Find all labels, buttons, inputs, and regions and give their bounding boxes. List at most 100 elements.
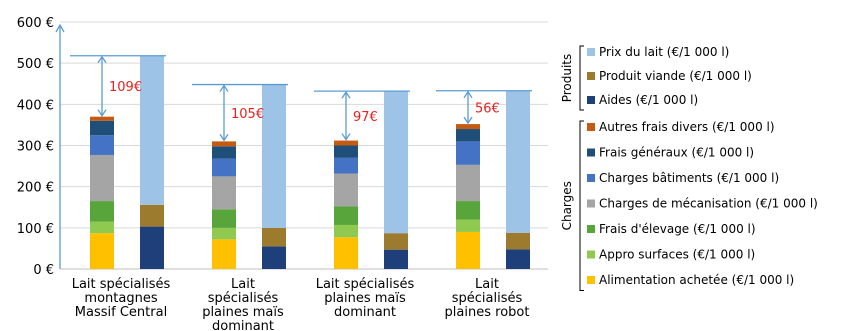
legend-label: Frais d'élevage (€/1 000 l)	[599, 222, 756, 236]
y-tick-label: 200 €	[17, 181, 54, 196]
product-bar-segment	[506, 232, 530, 250]
legend-swatch	[587, 148, 595, 157]
charge-bar-segment	[334, 140, 358, 146]
y-tick-label: 100 €	[17, 222, 54, 237]
gap-arrow-head	[463, 90, 473, 99]
legend-label: Alimentation achetée (€/1 000 l)	[599, 273, 794, 287]
charge-bar-segment	[212, 158, 236, 177]
legend-swatch	[587, 96, 595, 104]
legend-swatch	[587, 48, 595, 56]
product-bar-segment	[506, 90, 530, 233]
charge-bar-segment	[90, 135, 114, 155]
gap-arrow-head	[97, 55, 107, 64]
gap-arrow-head	[219, 84, 229, 92]
legend-swatch	[587, 276, 595, 284]
product-bar-segment	[140, 226, 164, 269]
legend-swatch	[587, 199, 595, 208]
category-label: plaines robot	[445, 305, 530, 320]
charge-bar-segment	[212, 146, 236, 159]
charge-bar-segment	[456, 129, 480, 142]
gap-arrow-head	[463, 116, 473, 125]
product-bar-segment	[262, 246, 286, 269]
legend-label: Prix du lait (€/1 000 l)	[599, 45, 729, 59]
charge-bar-segment	[456, 219, 480, 232]
charge-bar-segment	[456, 164, 480, 202]
charges-group-label: Charges	[560, 181, 574, 230]
charge-bar-segment	[212, 227, 236, 240]
produits-group-label: Produits	[560, 54, 574, 103]
gap-arrow-head	[341, 133, 351, 141]
gap-annotation: 56€	[475, 101, 500, 116]
bars	[90, 55, 530, 269]
y-tick-label: 0 €	[33, 263, 54, 278]
product-bar-segment	[384, 249, 408, 269]
y-tick-label: 400 €	[17, 98, 54, 113]
charge-bar-segment	[334, 224, 358, 238]
category-label: plaines maïs	[202, 305, 284, 320]
category-label: Lait	[475, 277, 499, 292]
product-bar-segment	[262, 84, 286, 228]
gap-annotation: 97€	[353, 110, 378, 125]
category-label: Lait	[231, 277, 255, 292]
charge-bar-segment	[90, 154, 114, 202]
charge-bar-segment	[334, 145, 358, 158]
category-label: Lait spécialisés	[72, 277, 171, 292]
product-bar-segment	[384, 91, 408, 234]
charge-bar-segment	[212, 209, 236, 228]
gap-annotation: 109€	[109, 80, 142, 95]
category-label: montagnes	[84, 291, 157, 306]
annotations: 109€ 105€ 97€ 56€	[70, 55, 532, 142]
category-label: dominant	[334, 305, 396, 320]
legend-swatch	[587, 225, 595, 233]
legend-label: Aides (€/1 000 l)	[599, 93, 698, 107]
legend-swatch	[587, 250, 595, 259]
y-axis-arrow-head	[55, 23, 65, 33]
category-label: spécialisés	[208, 291, 279, 306]
product-bar-segment	[384, 233, 408, 250]
product-bar-segment	[506, 249, 530, 269]
charge-bar-segment	[90, 221, 114, 234]
category-label: plaines maïs	[324, 291, 406, 306]
legend-swatch	[587, 72, 595, 80]
charge-bar-segment	[334, 173, 358, 207]
legend-label: Charges de mécanisation (€/1 000 l)	[599, 197, 818, 211]
legend-label: Autres frais divers (€/1 000 l)	[599, 120, 775, 134]
charge-bar-segment	[90, 116, 114, 121]
gap-arrow-head	[97, 109, 107, 117]
y-tick-label: 500 €	[17, 57, 54, 72]
gap-arrow-head	[341, 90, 351, 99]
charge-bar-segment	[90, 201, 114, 222]
gap-arrow-head	[219, 134, 229, 142]
legend-label: Charges bâtiments (€/1 000 l)	[599, 171, 779, 185]
y-axis: 0 € 100 € 200 € 300 € 400 € 500 € 600 €	[17, 16, 65, 278]
charge-bar-segment	[90, 120, 114, 136]
y-tick-label: 600 €	[17, 16, 54, 31]
charge-bar-segment	[456, 231, 480, 269]
y-tick-label: 300 €	[17, 140, 54, 155]
product-bar-segment	[140, 204, 164, 227]
category-label: Lait spécialisés	[316, 277, 415, 292]
category-label: Massif Central	[75, 305, 167, 320]
product-bar-segment	[140, 55, 164, 205]
legend: Prix du lait (€/1 000 l) Produit viande (…	[560, 45, 818, 291]
legend-label: Produit viande (€/1 000 l)	[599, 69, 752, 83]
legend-swatch	[587, 123, 595, 131]
legend-label: Appro surfaces (€/1 000 l)	[599, 248, 755, 262]
product-bar-segment	[262, 227, 286, 247]
category-label: dominant	[212, 319, 274, 331]
charge-bar-segment	[334, 237, 358, 269]
charge-bar-segment	[212, 141, 236, 147]
charges-bracket	[579, 120, 584, 291]
charge-bar-segment	[90, 233, 114, 269]
charge-bar-segment	[456, 201, 480, 220]
charge-bar-segment	[334, 157, 358, 174]
legend-swatch	[587, 174, 595, 182]
charge-bar-segment	[456, 141, 480, 165]
charge-bar-segment	[456, 124, 480, 130]
gap-annotation: 105€	[231, 107, 264, 122]
produits-bracket	[579, 45, 584, 111]
legend-label: Frais généraux (€/1 000 l)	[599, 146, 754, 160]
charge-bar-segment	[212, 239, 236, 269]
